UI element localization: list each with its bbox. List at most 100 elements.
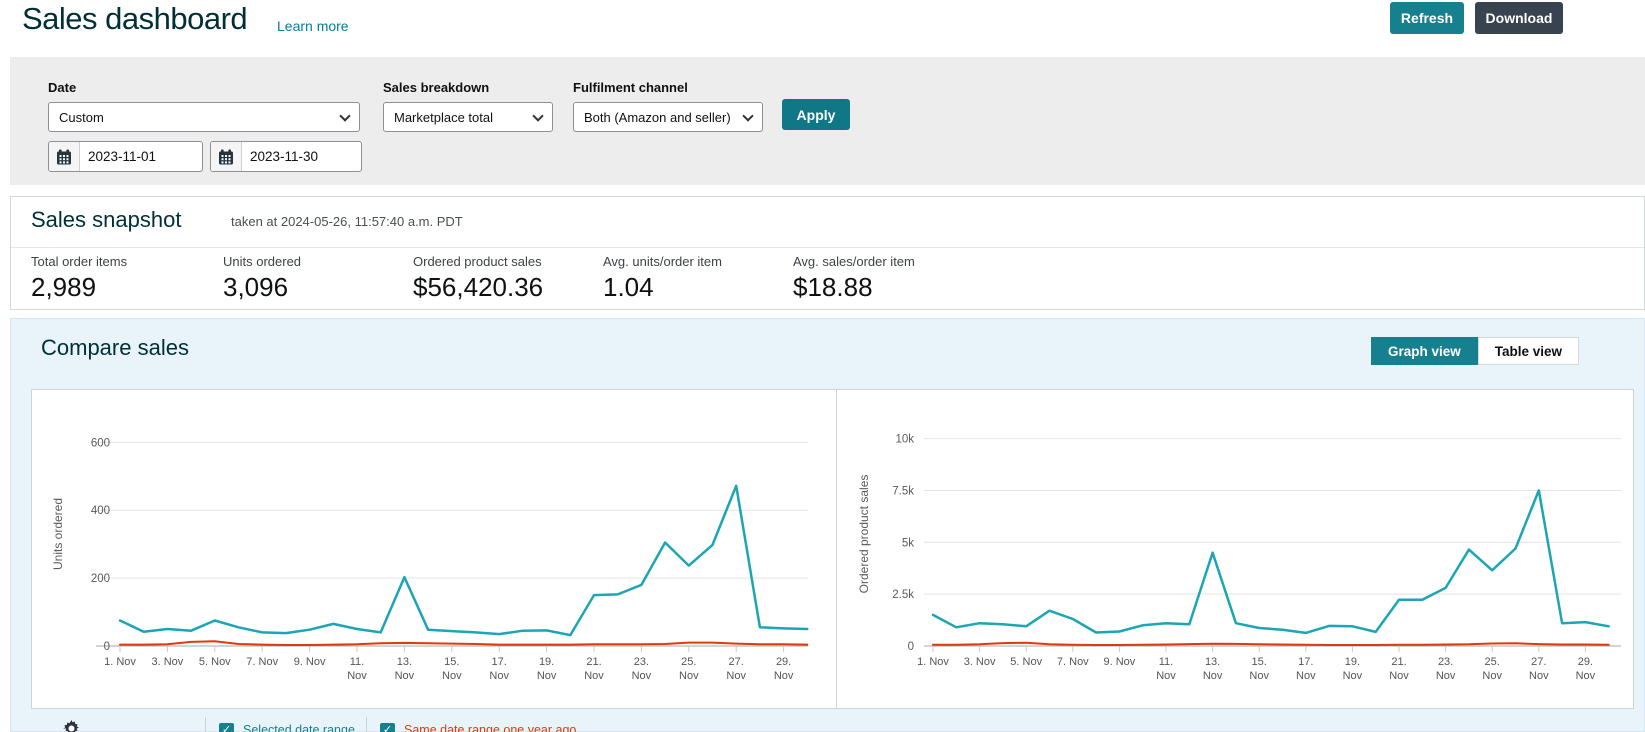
chart-legend-row: ✓ Selected date range ✓ Same date range … [41,717,1541,732]
view-toggle: Graph view Table view [1371,337,1579,365]
divider [11,247,1644,248]
svg-text:15.: 15. [444,656,459,668]
svg-text:Nov: Nov [1156,670,1176,682]
metric-ordered-product-sales: Ordered product sales $56,420.36 [413,254,543,303]
page-header: Sales dashboard Learn more Refresh Downl… [0,0,1645,50]
svg-text:19.: 19. [539,656,554,668]
legend-item-selected-date-range[interactable]: ✓ Selected date range [205,717,355,732]
svg-text:3. Nov: 3. Nov [964,656,996,668]
compare-sales-panel: Compare sales Graph view Table view 0200… [10,318,1645,732]
fulfilment-channel-label: Fulfilment channel [573,80,688,95]
date-range-select[interactable]: Custom [48,102,360,132]
sales-snapshot-title: Sales snapshot [31,207,181,233]
svg-text:29.: 29. [1578,656,1593,668]
download-button[interactable]: Download [1475,2,1563,34]
date-from-field[interactable] [80,142,190,171]
svg-text:13.: 13. [397,656,412,668]
learn-more-link[interactable]: Learn more [277,18,349,34]
refresh-button[interactable]: Refresh [1390,2,1464,34]
svg-text:17.: 17. [492,656,507,668]
compare-sales-title: Compare sales [41,335,189,361]
checkbox-checked-icon[interactable]: ✓ [380,723,395,732]
svg-text:27.: 27. [729,656,744,668]
metric-value: $56,420.36 [413,272,543,303]
svg-text:25.: 25. [1485,656,1500,668]
sales-dashboard-page: Sales dashboard Learn more Refresh Downl… [0,0,1645,732]
svg-text:27.: 27. [1531,656,1546,668]
svg-text:2.5k: 2.5k [892,589,914,601]
table-view-button[interactable]: Table view [1478,337,1579,365]
snapshot-timestamp: taken at 2024-05-26, 11:57:40 a.m. PDT [231,214,463,229]
metric-label: Avg. sales/order item [793,254,915,269]
svg-text:13.: 13. [1205,656,1220,668]
units-ordered-chart: 0200400600Units ordered1. Nov3. Nov5. No… [32,390,836,708]
svg-text:400: 400 [91,505,110,517]
apply-button[interactable]: Apply [782,99,850,130]
charts-container: 0200400600Units ordered1. Nov3. Nov5. No… [31,389,1634,709]
y-axis-title: Ordered product sales [857,475,871,594]
gear-icon[interactable] [63,720,80,732]
graph-view-button[interactable]: Graph view [1371,337,1478,365]
calendar-icon[interactable] [211,142,242,171]
chevron-down-icon [339,110,350,121]
svg-text:Nov: Nov [442,670,462,682]
checkbox-checked-icon[interactable]: ✓ [219,723,234,732]
svg-text:21.: 21. [1391,656,1406,668]
metric-value: 1.04 [603,272,722,303]
ordered-product-sales-chart: 0 2.5k 5k 7.5k 10k Ordered product sales 1. No… [837,390,1632,708]
y-axis-title: Units ordered [51,498,65,570]
svg-text:Nov: Nov [1389,670,1409,682]
fulfilment-channel-select[interactable]: Both (Amazon and seller) [573,102,763,132]
svg-text:Nov: Nov [489,670,509,682]
svg-text:Nov: Nov [679,670,699,682]
date-filter-label: Date [48,80,76,95]
calendar-icon[interactable] [49,142,80,171]
svg-text:Nov: Nov [1482,670,1502,682]
legend-label: Selected date range [243,723,355,732]
metric-label: Units ordered [223,254,301,269]
svg-text:5k: 5k [902,537,914,549]
date-to-field[interactable] [242,142,352,171]
svg-text:Nov: Nov [1436,670,1456,682]
svg-text:Nov: Nov [584,670,604,682]
metric-value: 2,989 [31,272,127,303]
sales-breakdown-label: Sales breakdown [383,80,489,95]
date-range-selected-value: Custom [59,110,104,125]
sales-snapshot-panel: Sales snapshot taken at 2024-05-26, 11:5… [10,196,1645,310]
svg-text:9. Nov: 9. Nov [294,656,326,668]
previous-year-line [120,641,807,645]
svg-text:Nov: Nov [1576,670,1596,682]
metric-value: $18.88 [793,272,915,303]
svg-text:9. Nov: 9. Nov [1104,656,1136,668]
metric-units-ordered: Units ordered 3,096 [223,254,301,303]
svg-text:1. Nov: 1. Nov [104,656,136,668]
svg-text:10k: 10k [895,434,914,446]
svg-text:17.: 17. [1298,656,1313,668]
date-to-input-group [210,141,362,172]
svg-text:Nov: Nov [537,670,557,682]
svg-text:Nov: Nov [632,670,652,682]
sales-breakdown-select[interactable]: Marketplace total [383,102,553,132]
page-title: Sales dashboard [22,1,247,37]
filter-bar: Date Custom Sales breakdown Marketplace … [10,57,1645,185]
metric-label: Avg. units/order item [603,254,722,269]
svg-text:7.5k: 7.5k [892,485,914,497]
svg-text:1. Nov: 1. Nov [917,656,949,668]
legend-item-same-date-range-one-year-ago[interactable]: ✓ Same date range one year ago [366,717,576,732]
ordered-product-sales-chart-card: 0 2.5k 5k 7.5k 10k Ordered product sales 1. No… [837,389,1634,709]
selected-range-line [933,490,1609,633]
fulfilment-channel-selected-value: Both (Amazon and seller) [584,110,731,125]
svg-text:Nov: Nov [395,670,415,682]
sales-breakdown-selected-value: Marketplace total [394,110,493,125]
svg-text:3. Nov: 3. Nov [152,656,184,668]
svg-text:23.: 23. [634,656,649,668]
svg-text:0: 0 [908,641,914,653]
svg-text:Nov: Nov [1249,670,1269,682]
metric-avg-sales-per-order: Avg. sales/order item $18.88 [793,254,915,303]
svg-text:0: 0 [104,641,110,653]
chevron-down-icon [532,110,543,121]
svg-text:Nov: Nov [1296,670,1316,682]
metric-label: Total order items [31,254,127,269]
date-from-input-group [48,141,203,172]
svg-text:Nov: Nov [726,670,746,682]
